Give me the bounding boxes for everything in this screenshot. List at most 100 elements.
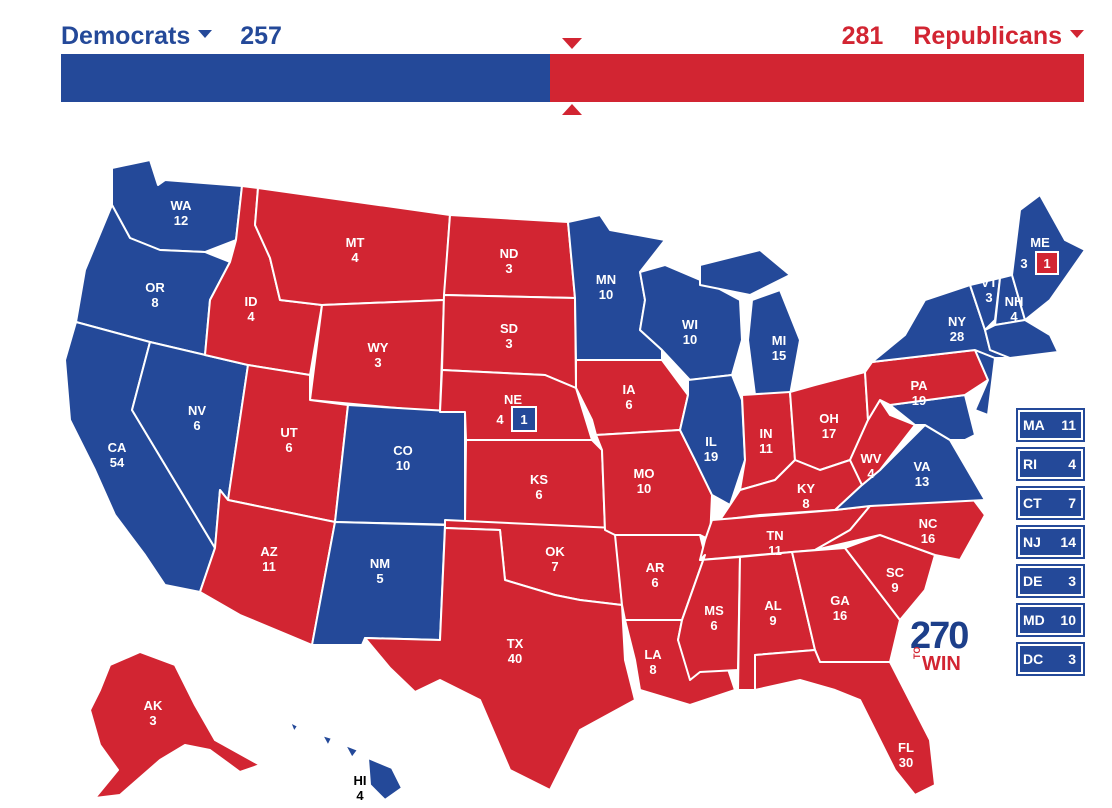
state-label-nh: NH: [1005, 294, 1024, 309]
state-votes-ne: 4: [496, 412, 504, 427]
state-label-tn: TN: [766, 528, 783, 543]
state-label-sc: SC: [886, 565, 905, 580]
small-state-ma[interactable]: MA 11: [1016, 408, 1085, 442]
small-state-votes: 3: [1068, 573, 1076, 589]
ne-district-box[interactable]: [511, 406, 537, 432]
chevron-down-icon: [198, 30, 213, 39]
state-label-mi: MI: [772, 333, 786, 348]
small-state-name: MD: [1023, 612, 1045, 628]
state-votes-vt: 3: [985, 290, 992, 305]
state-IL[interactable]: [679, 374, 746, 506]
me-district-votes: 1: [1043, 256, 1050, 271]
small-state-dc[interactable]: DC 3: [1016, 642, 1085, 676]
state-label-tx: TX: [507, 636, 524, 651]
state-MD-DE[interactable]: [889, 394, 976, 441]
state-label-or: OR: [145, 280, 165, 295]
us-electoral-map: WA12OR8CA54NV6ID4MT4WY3UT6AZ11CO10NM5ND3…: [64, 159, 1086, 803]
state-label-wi: WI: [682, 317, 698, 332]
state-label-wy: WY: [368, 340, 389, 355]
state-label-in: IN: [760, 426, 773, 441]
state-label-pa: PA: [910, 378, 928, 393]
state-votes-pa: 19: [912, 393, 926, 408]
ne-district-votes: 1: [520, 412, 527, 427]
state-label-il: IL: [705, 434, 717, 449]
small-state-de[interactable]: DE 3: [1016, 564, 1085, 598]
state-votes-az: 11: [262, 559, 276, 574]
state-votes-al: 9: [769, 613, 776, 628]
small-state-ri[interactable]: RI 4: [1016, 447, 1085, 481]
small-state-votes: 4: [1068, 456, 1076, 472]
state-label-mn: MN: [596, 272, 616, 287]
state-label-ut: UT: [280, 425, 297, 440]
republicans-total: 281: [841, 22, 884, 50]
state-label-wv: WV: [861, 451, 882, 466]
state-votes-in: 11: [759, 441, 773, 456]
small-state-name: RI: [1023, 456, 1037, 472]
state-votes-wi: 10: [683, 332, 697, 347]
small-state-ct[interactable]: CT 7: [1016, 486, 1085, 520]
small-state-votes: 11: [1061, 417, 1076, 433]
state-label-fl: FL: [898, 740, 914, 755]
state-TX[interactable]: [364, 527, 636, 791]
270-marker-top-icon: [562, 38, 582, 49]
state-label-nc: NC: [919, 516, 938, 531]
state-votes-la: 8: [649, 662, 656, 677]
state-votes-il: 19: [704, 449, 718, 464]
state-votes-ca: 54: [110, 455, 125, 470]
state-label-oh: OH: [819, 411, 839, 426]
me-district-box[interactable]: [1035, 251, 1059, 275]
rep-bar-segment: [549, 54, 1084, 102]
state-votes-ga: 16: [833, 608, 847, 623]
small-state-votes: 7: [1068, 495, 1076, 511]
small-state-md[interactable]: MD 10: [1016, 603, 1085, 637]
state-votes-wv: 4: [867, 466, 875, 481]
state-label-id: ID: [245, 294, 258, 309]
dem-bar-segment: [61, 54, 550, 102]
republicans-dropdown[interactable]: Republicans: [913, 22, 1084, 50]
state-votes-mn: 10: [599, 287, 613, 302]
state-AK[interactable]: [89, 651, 261, 799]
state-label-nd: ND: [500, 246, 519, 261]
state-label-ne: NE: [504, 392, 522, 407]
state-label-wa: WA: [171, 198, 193, 213]
state-votes-sc: 9: [891, 580, 898, 595]
democrats-label: Democrats: [61, 22, 191, 50]
state-votes-ks: 6: [535, 487, 542, 502]
state-HI[interactable]: [289, 721, 403, 801]
state-votes-wa: 12: [174, 213, 188, 228]
state-votes-ky: 8: [802, 496, 809, 511]
state-votes-tn: 11: [768, 543, 782, 558]
state-votes-co: 10: [396, 458, 410, 473]
state-votes-me: 3: [1020, 256, 1027, 271]
small-state-name: DC: [1023, 651, 1044, 667]
state-MA-CT-RI[interactable]: [984, 319, 1059, 359]
state-votes-mo: 10: [637, 481, 651, 496]
republicans-header: 281 Republicans: [842, 18, 1084, 54]
state-label-ia: IA: [623, 382, 637, 397]
small-states-list: MA 11 RI 4 CT 7 NJ 14 DE 3 MD 10 DC 3: [1016, 408, 1085, 681]
small-state-name: NJ: [1023, 534, 1041, 550]
state-label-ar: AR: [646, 560, 665, 575]
state-label-ga: GA: [830, 593, 850, 608]
state-label-co: CO: [393, 443, 413, 458]
state-votes-tx: 40: [508, 651, 522, 666]
logo-win: WIN: [922, 653, 961, 675]
republicans-label: Republicans: [913, 22, 1062, 50]
state-label-vt: VT: [981, 275, 998, 290]
state-votes-nd: 3: [505, 261, 512, 276]
small-state-nj[interactable]: NJ 14: [1016, 525, 1085, 559]
state-label-ny: NY: [948, 314, 966, 329]
state-label-ca: CA: [108, 440, 127, 455]
logo-number: 270: [910, 615, 969, 657]
state-votes-ak: 3: [149, 713, 156, 728]
democrats-dropdown[interactable]: Democrats: [61, 22, 213, 50]
state-label-la: LA: [644, 647, 662, 662]
state-votes-mi: 15: [772, 348, 786, 363]
state-votes-wy: 3: [374, 355, 381, 370]
state-FL[interactable]: [754, 649, 936, 796]
small-state-votes: 10: [1060, 612, 1076, 628]
state-votes-ok: 7: [551, 559, 558, 574]
state-votes-or: 8: [151, 295, 158, 310]
270towin-logo: 270 TO WIN: [910, 617, 974, 675]
state-label-hi: HI: [354, 773, 367, 788]
